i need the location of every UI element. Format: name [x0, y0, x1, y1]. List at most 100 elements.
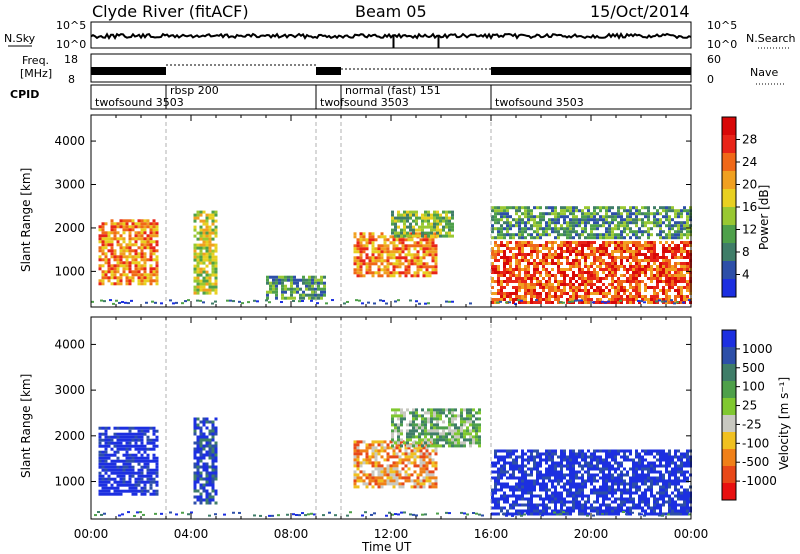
heatmap-cell: [605, 476, 608, 480]
heatmap-cell: [509, 452, 512, 456]
heatmap-cell: [409, 423, 412, 427]
heatmap-cell: [202, 456, 206, 460]
heatmap-cell: [524, 458, 527, 462]
heatmap-cell: [680, 286, 683, 289]
heatmap-cell: [122, 222, 126, 226]
heatmap-cell: [608, 473, 611, 477]
heatmap-cell: [536, 449, 539, 453]
heatmap-cell: [368, 458, 372, 462]
heatmap-cell: [560, 464, 563, 468]
heatmap-cell: [478, 411, 481, 415]
heatmap-cell: [419, 238, 423, 242]
heatmap-cell: [617, 227, 620, 231]
heatmap-cell: [572, 209, 575, 213]
heatmap-cell: [125, 468, 129, 472]
heatmap-cell: [98, 477, 102, 481]
heatmap-cell: [557, 253, 560, 256]
heatmap-cell: [494, 512, 497, 516]
heatmap-cell: [542, 488, 545, 492]
heatmap-cell: [104, 462, 108, 466]
heatmap-cell: [554, 289, 557, 292]
heatmap-cell: [665, 500, 668, 504]
heatmap-cell: [125, 459, 129, 463]
heatmap-cell: [572, 479, 575, 483]
heatmap-cell: [629, 256, 632, 259]
heatmap-cell: [668, 280, 671, 283]
heatmap-cell: [557, 212, 560, 216]
heatmap-cell: [653, 259, 656, 262]
heatmap-cell: [400, 219, 403, 223]
heatmap-cell: [614, 470, 617, 474]
heatmap-cell: [578, 452, 581, 456]
heatmap-cell: [320, 278, 323, 282]
heatmap-cell: [638, 230, 641, 234]
heatmap-cell: [202, 246, 206, 250]
heatmap-cell: [686, 215, 689, 219]
heatmap-cell: [650, 449, 653, 453]
y-tick-label: 2000: [54, 221, 85, 235]
heatmap-cell: [503, 464, 506, 468]
heatmap-cell: [527, 467, 530, 471]
heatmap-cell: [656, 271, 659, 274]
heatmap-cell: [427, 210, 430, 214]
heatmap-cell: [620, 262, 623, 265]
heatmap-cell: [521, 470, 524, 474]
heatmap-cell: [569, 473, 572, 477]
heatmap-cell: [439, 222, 442, 226]
heatmap-cell: [554, 206, 557, 210]
heatmap-cell: [614, 259, 617, 262]
heatmap-cell: [563, 241, 566, 244]
heatmap-cell: [557, 476, 560, 480]
heatmap-cell: [566, 512, 569, 516]
heatmap-cell: [650, 479, 653, 483]
heatmap-cell: [199, 234, 203, 238]
heatmap-cell: [635, 461, 638, 465]
heatmap-cell: [635, 209, 638, 213]
heatmap-cell: [416, 256, 420, 260]
heatmap-cell: [472, 438, 475, 442]
heatmap-cell: [614, 289, 617, 292]
heatmap-cell: [205, 246, 209, 250]
heatmap-cell: [632, 244, 635, 247]
heatmap-cell: [497, 479, 500, 483]
heatmap-cell: [671, 256, 674, 259]
heatmap-cell: [406, 432, 409, 436]
heatmap-cell: [668, 289, 671, 292]
heatmap-cell: [320, 281, 323, 285]
heatmap-cell: [469, 435, 472, 439]
heatmap-cell: [205, 264, 209, 268]
heatmap-cell: [668, 262, 671, 265]
heatmap-cell: [560, 497, 563, 501]
heatmap-cell: [578, 301, 581, 304]
nave-top: 60: [707, 53, 721, 66]
heatmap-cell: [644, 271, 647, 274]
heatmap-cell: [413, 485, 417, 489]
heatmap-cell: [515, 256, 518, 259]
heatmap-cell: [665, 470, 668, 474]
heatmap-cell: [515, 224, 518, 228]
heatmap-cell: [421, 426, 424, 430]
heatmap-cell: [196, 285, 200, 289]
heatmap-cell: [662, 271, 665, 274]
heatmap-cell: [623, 292, 626, 295]
heatmap-cell: [202, 462, 206, 466]
heatmap-cell: [128, 459, 132, 463]
heatmap-cell: [365, 262, 369, 266]
heatmap-cell: [602, 253, 605, 256]
heatmap-cell: [509, 265, 512, 268]
heatmap-cell: [202, 420, 206, 424]
heatmap-cell: [527, 218, 530, 222]
heatmap-cell: [578, 509, 581, 513]
heatmap-cell: [320, 275, 323, 279]
heatmap-cell: [512, 218, 515, 222]
heatmap-cell: [545, 247, 548, 250]
heatmap-cell: [677, 209, 680, 213]
heatmap-cell: [620, 482, 623, 486]
heatmap-cell: [674, 271, 677, 274]
heatmap-cell: [662, 250, 665, 253]
heatmap-cell: [419, 479, 423, 483]
heatmap-cell: [101, 456, 105, 460]
heatmap-cell: [214, 501, 218, 505]
heatmap-cell: [536, 271, 539, 274]
nsearch-label: N.Search: [746, 32, 796, 45]
